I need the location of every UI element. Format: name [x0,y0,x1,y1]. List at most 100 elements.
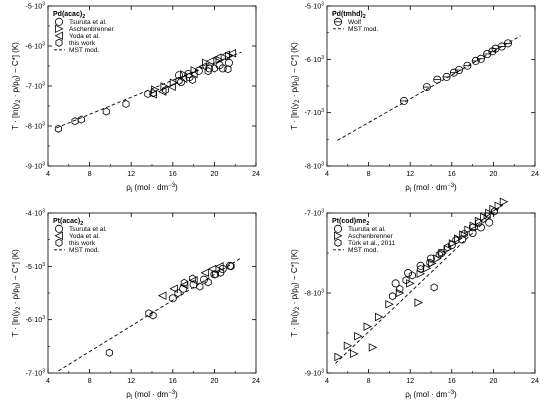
data-point [490,207,498,216]
y-tick-label: -6·103 [25,42,45,51]
data-point [144,89,152,99]
x-tick-label: 24 [252,169,260,178]
x-tick-label: 12 [127,376,135,385]
y-tick-label: -7·103 [25,82,45,91]
data-point [199,275,208,284]
series-t-rk-et-al-2011 [388,207,498,301]
x-tick-label: 24 [531,169,539,178]
data-point [476,223,485,232]
x-tick-label: 8 [88,376,92,385]
x-axis-label: ρl (mol · dm−3) [405,183,457,194]
data-point [178,74,188,84]
series-this-work [54,64,232,133]
data-point [145,309,153,318]
legend-label: Tsuruta et al. [69,19,107,26]
legend-marker [334,238,342,247]
data-point [497,42,506,51]
data-point [217,268,225,277]
data-point [168,294,177,303]
data-point [227,48,237,58]
data-point [189,274,197,283]
legend-title: Pd(acac)2 [53,11,85,20]
x-tick-label: 20 [489,169,497,178]
legend-marker [333,224,342,233]
data-point [399,96,408,105]
data-point [395,288,405,298]
legend-label: MST mod. [348,247,378,254]
data-point [174,288,182,298]
x-tick-label: 4 [46,169,50,178]
data-point [463,61,472,70]
series-tsuruta-et-al- [168,261,234,303]
data-point [190,66,200,75]
data-point [422,263,432,273]
legend-marker [55,17,64,26]
data-point [179,284,188,293]
data-point [210,64,218,73]
data-point [469,223,477,232]
data-point [189,69,198,79]
chart-pt-acac: 4 8 12 16 20 24 -7·103 -6·103 -5·103 -4·103 Pt(aca… [11,209,260,402]
data-point [149,89,157,98]
data-point [215,262,224,271]
data-point [180,278,188,287]
x-tick-label: 20 [210,376,218,385]
data-point [485,208,494,218]
data-point [460,229,468,238]
x-tick-label: 16 [169,376,177,385]
y-tick-label: -5·103 [25,262,45,271]
y-tick-label: -6·103 [304,55,324,64]
x-axis-label: ρl (mol · dm−3) [126,183,178,194]
data-point [426,254,435,263]
x-tick-label: 8 [367,169,371,178]
data-point [160,82,169,91]
data-point [404,268,413,277]
data-point [334,352,343,362]
x-tick-label: 4 [46,376,50,385]
y-tick-label: -5·103 [25,2,45,11]
y-tick-label: -7·103 [304,209,324,218]
data-point [455,66,464,75]
legend-marker [333,17,342,26]
x-tick-label: 12 [406,376,414,385]
data-point [71,117,79,126]
legend-marker [333,231,343,241]
data-point [433,75,442,84]
data-point [354,331,363,341]
x-tick-label: 20 [210,169,218,178]
legend-label: MST mod. [348,26,378,33]
data-point [430,283,438,292]
x-tick-label: 8 [88,169,92,178]
y-tick-label: -6·103 [25,315,45,324]
data-point [218,264,227,273]
x-tick-label: 8 [367,376,371,385]
data-point [494,201,504,211]
model-line [56,51,242,129]
legend-marker [54,31,63,41]
data-point [205,64,214,73]
y-tick-label: -5·103 [304,2,324,11]
data-point [149,311,157,320]
data-point [469,221,479,231]
data-point [221,50,230,60]
data-point [198,62,207,71]
chart-pd-acac: 4 8 12 16 20 24 -9·103 -8·103 -7·103 -6·103 -5·103… [11,2,260,195]
data-point [202,58,211,68]
model-line [335,203,505,364]
data-point [194,66,203,75]
data-point [402,276,410,285]
y-axis-label: T · [ln(y2 · p/p0) − C*] (K) [290,249,301,337]
x-tick-label: 12 [127,169,135,178]
chart-pt-cod: 4 8 12 16 20 24 -9·103 -8·103 -7·103 Pt(cod)me2Ts… [290,197,539,401]
data-point [391,279,400,288]
series-yoda-et-al- [148,48,237,99]
data-point [161,85,170,95]
x-tick-label: 16 [448,169,456,178]
x-axis-label: ρl (mol · dm−3) [126,390,178,401]
legend-title: Pd(tmhd)2 [332,11,366,20]
data-point [363,322,373,331]
